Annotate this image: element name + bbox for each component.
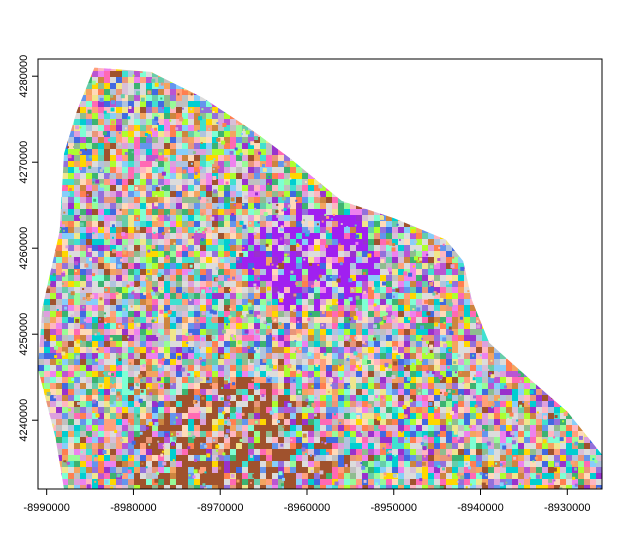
land-parcel-raster — [38, 67, 602, 489]
x-tick-label: -8950000 — [371, 502, 418, 514]
x-tick-label: -8940000 — [457, 502, 504, 514]
plot-frame — [37, 58, 603, 490]
y-tick-label: 4250000 — [18, 313, 30, 356]
y-tick-label: 4260000 — [18, 227, 30, 270]
x-tick-label: -8970000 — [197, 502, 244, 514]
x-axis: -8990000 -8980000 -8970000 -8960000 -8950000… — [23, 489, 591, 514]
y-tick-label: 4280000 — [18, 55, 30, 98]
x-tick-label: -8960000 — [284, 502, 331, 514]
x-tick-label: -8980000 — [110, 502, 157, 514]
x-tick-label: -8930000 — [544, 502, 591, 514]
x-tick-label: -8990000 — [23, 502, 70, 514]
y-tick-label: 4240000 — [18, 399, 30, 442]
y-tick-label: 4270000 — [18, 141, 30, 184]
y-axis: 4240000 4250000 4260000 4270000 4280000 — [18, 55, 38, 442]
